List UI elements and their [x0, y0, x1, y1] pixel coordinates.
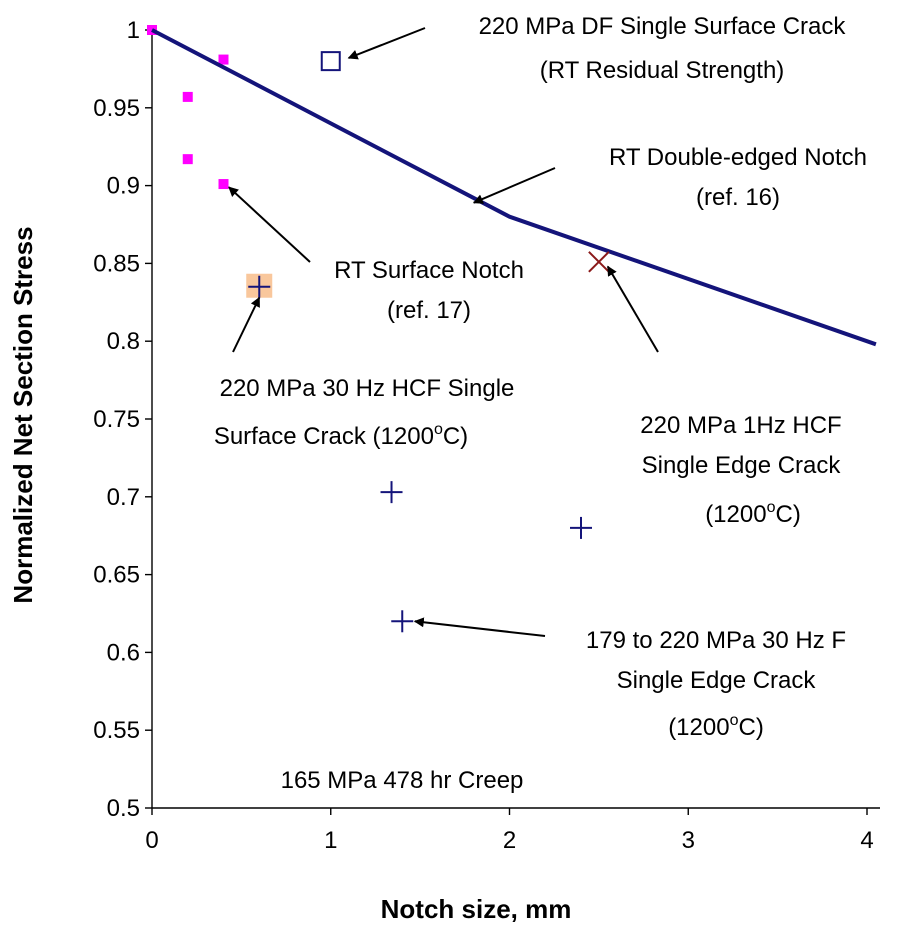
y-tick-label: 0.75: [93, 406, 140, 433]
annotation-arrow: [232, 296, 261, 353]
annotation-text: (RT Residual Strength): [540, 57, 785, 84]
annotation-text: 179 to 220 MPa 30 Hz F: [586, 627, 846, 654]
cross-point: [588, 251, 610, 273]
annotation-text: (1200oC): [668, 712, 764, 741]
annotation-arrow: [472, 167, 556, 204]
annotation-arrow: [347, 27, 426, 60]
y-tick-label: 0.7: [107, 484, 140, 511]
annotation-text: (ref. 17): [387, 297, 471, 324]
annotation-text: Single Edge Crack: [642, 452, 842, 479]
y-tick-label: 0.95: [93, 95, 140, 122]
annotation-text: 220 MPa 1Hz HCF: [640, 412, 841, 439]
plus-point: [380, 481, 403, 504]
y-axis-title: Normalized Net Section Stress: [8, 226, 38, 603]
data-marks: [147, 25, 877, 633]
series-line: [151, 28, 877, 347]
plus-point: [570, 516, 592, 539]
annotation-text: 220 MPa 30 Hz HCF Single: [220, 375, 515, 402]
x-tick-label: 1: [324, 827, 337, 854]
y-tick-label: 1: [127, 17, 140, 44]
x-tick-label: 4: [860, 827, 873, 854]
square-point: [182, 154, 193, 165]
x-tick-label: 0: [145, 827, 158, 854]
plus-point: [391, 610, 414, 633]
annotation-arrow: [606, 265, 659, 353]
annotation-text: RT Surface Notch: [334, 257, 524, 284]
x-axis-title: Notch size, mm: [381, 894, 572, 924]
plus-point: [248, 275, 271, 298]
annotation-text: Surface Crack (1200oC): [214, 421, 468, 450]
annotation-arrow: [228, 186, 311, 263]
y-tick-label: 0.8: [107, 328, 140, 355]
square-point: [218, 179, 229, 190]
annotation-text: 220 MPa DF Single Surface Crack: [479, 13, 847, 40]
annotations: 220 MPa DF Single Surface Crack (RT Resid…: [214, 13, 867, 794]
square-point: [218, 54, 229, 65]
y-tick-label: 0.6: [107, 639, 140, 666]
annotation-text: Single Edge Crack: [617, 667, 817, 694]
y-tick-label: 0.85: [93, 250, 140, 277]
y-tick-label: 0.5: [107, 795, 140, 822]
y-tick-label: 0.65: [93, 562, 140, 589]
y-tick-label: 0.55: [93, 717, 140, 744]
annotation-arrow: [413, 617, 546, 637]
cross-b: [588, 251, 610, 273]
annotation-text: RT Double-edged Notch: [609, 144, 867, 171]
axes: 0.5 0.55 0.6 0.65 0.7 0.75 0.8 0.85 0.9 0.95 1 0 1 2 3…: [93, 17, 880, 854]
x-tick-label: 3: [682, 827, 695, 854]
square-point: [182, 91, 193, 102]
annotation-text: (1200oC): [705, 499, 801, 528]
open-square-point: [320, 51, 341, 72]
y-tick-label: 0.9: [107, 173, 140, 200]
annotation-text: (ref. 16): [696, 184, 780, 211]
annotation-text: 165 MPa 478 hr Creep: [281, 767, 524, 794]
x-tick-label: 2: [503, 827, 516, 854]
